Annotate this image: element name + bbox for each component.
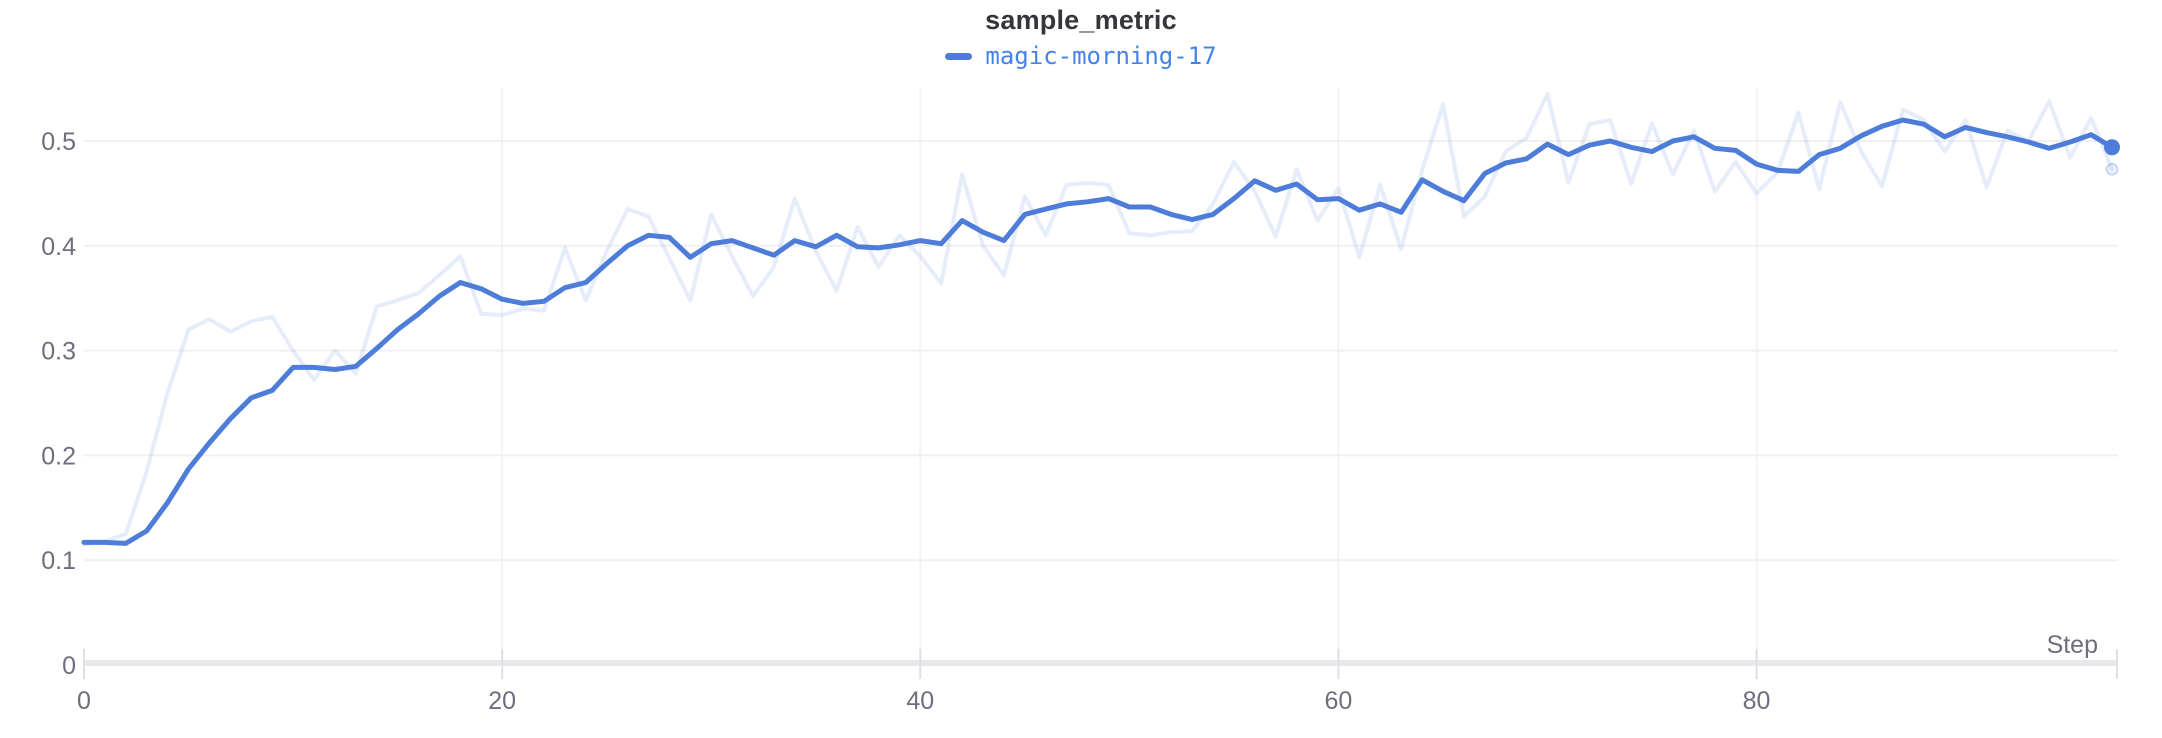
run-line-raw[interactable] bbox=[82, 91, 2114, 547]
y-tick-label: 0.4 bbox=[41, 233, 76, 261]
x-tick-label: 0 bbox=[77, 687, 91, 715]
x-tick-label: 60 bbox=[1325, 687, 1353, 715]
legend-run-name: magic-morning-17 bbox=[985, 42, 1217, 70]
x-tick-label: 40 bbox=[906, 687, 934, 715]
legend-line-swatch bbox=[945, 52, 973, 60]
chart-title: sample_metric bbox=[985, 5, 1177, 35]
y-tick-label: 0.1 bbox=[41, 547, 76, 575]
run-endpoint-ring bbox=[2105, 162, 2119, 176]
x-tick-label: 80 bbox=[1743, 687, 1771, 715]
y-tick-label: 0.3 bbox=[41, 338, 76, 366]
run-line-smoothed[interactable] bbox=[81, 117, 2115, 546]
y-tick-label: 0.5 bbox=[41, 128, 76, 156]
run-endpoint-dot[interactable] bbox=[2104, 139, 2120, 156]
legend-item-magic-morning-17[interactable]: magic-morning-17 bbox=[0, 44, 2162, 68]
x-tick-label: 20 bbox=[488, 687, 516, 715]
y-tick-label: 0.2 bbox=[41, 442, 76, 470]
y-tick-label: 0 bbox=[62, 652, 76, 680]
x-axis-title: Step bbox=[2047, 631, 2098, 659]
